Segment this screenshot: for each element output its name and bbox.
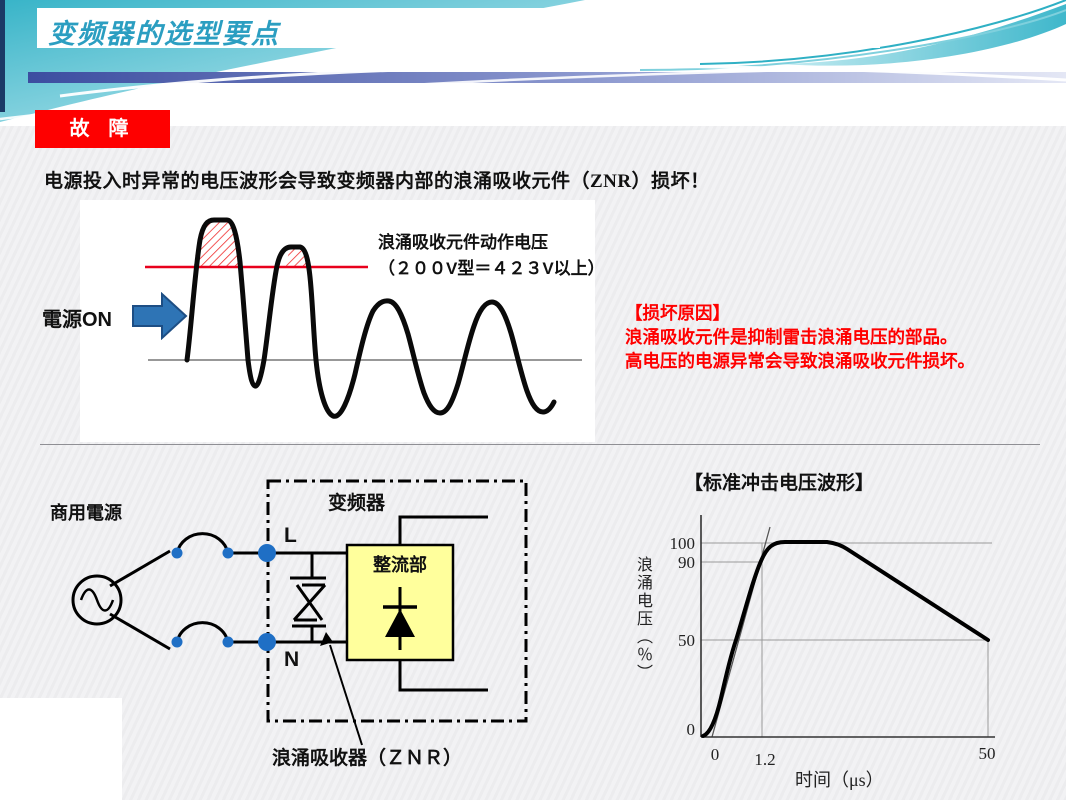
chart-gridlines: [701, 542, 992, 737]
threshold-label: 浪涌吸收元件动作电压 （２００V型＝４２３V以上）: [378, 230, 605, 282]
impulse-curve: [701, 540, 990, 738]
teal-curve-line-1: [699, 0, 1066, 65]
damage-cause-block: 【损坏原因】 浪涌吸收元件是抑制雷击浪涌电压的部品。 高电压的电源异常会导致浪涌…: [625, 301, 1055, 373]
inverter-enclosure: [266, 479, 528, 723]
white-swish-1: [59, 64, 1066, 98]
switch-blade-bottom: [109, 612, 171, 651]
header-decoration: [0, 0, 1066, 126]
znr-label: 浪涌吸收器（ＺＮＲ）: [272, 748, 463, 769]
arrow-shape: [132, 292, 188, 340]
terminal-l-label: L: [284, 524, 297, 547]
ytick-90: 90: [678, 553, 695, 572]
source-label: 商用電源: [50, 503, 122, 523]
white-swish-2: [0, 64, 1041, 121]
znr-symbol: [290, 553, 327, 642]
page-title: 变频器的选型要点: [48, 19, 280, 49]
cause-line2: 高电压的电源异常会导致浪涌吸收元件损坏。: [625, 351, 975, 371]
power-on-label: 電源ON: [42, 309, 112, 331]
chart-y-axis-label: 浪涌电压（％）: [634, 556, 651, 682]
cause-heading: 【损坏原因】: [625, 303, 730, 323]
circuit-diagram: [71, 479, 528, 746]
title-box: [37, 8, 880, 48]
connection-dots: [171, 544, 276, 651]
ytick-100: 100: [669, 534, 696, 553]
rectifier-label: 整流部: [373, 555, 427, 575]
corner-white-patch: [0, 698, 122, 800]
teal-swoosh-right: [780, 4, 1066, 66]
xtick-50: 50: [978, 744, 996, 763]
znr-pointer-arrowhead: [320, 632, 333, 646]
inverter-label: 变频器: [328, 493, 386, 514]
section-divider: [40, 444, 1040, 445]
threshold-label-line1: 浪涌吸收元件动作电压: [378, 233, 548, 252]
dc-line-top: [398, 515, 488, 545]
xtick-0: 0: [710, 745, 720, 764]
navy-edge: [0, 0, 5, 112]
voltage-wave: [184, 217, 557, 419]
diode-icon: [383, 587, 417, 650]
terminal-n-label: N: [284, 648, 300, 671]
threshold-label-line2: （２００V型＝４２３V以上）: [378, 259, 605, 278]
intro-text: 电源投入时异常的电压波形会导致变频器内部的浪涌吸收元件（ZNR）损坏！: [44, 171, 710, 192]
fault-badge: 故 障: [35, 110, 170, 148]
ytick-0: 0: [686, 720, 696, 739]
fuse-arc-bottom: [175, 621, 230, 643]
abnormal-voltage-waveform: [145, 217, 582, 419]
fuse-arc-top: [175, 532, 230, 554]
dc-line-bottom: [398, 660, 488, 692]
power-on-arrow-icon: [132, 292, 188, 340]
overvoltage-area-1: [194, 220, 242, 267]
xtick-1-2: 1.2: [754, 750, 776, 769]
chart-title: 【标准冲击电压波形】: [684, 473, 875, 494]
ac-sine-glyph: [79, 588, 115, 612]
znr-pointer-line: [329, 644, 363, 746]
ytick-50: 50: [678, 631, 695, 650]
chart-x-axis-label: 时间（μs）: [795, 770, 884, 790]
cause-line1: 浪涌吸收元件是抑制雷击浪涌电压的部品。: [625, 327, 958, 347]
switch-blade-top: [109, 549, 171, 588]
ac-source-icon: [71, 574, 123, 626]
impulse-chart: [700, 515, 995, 738]
